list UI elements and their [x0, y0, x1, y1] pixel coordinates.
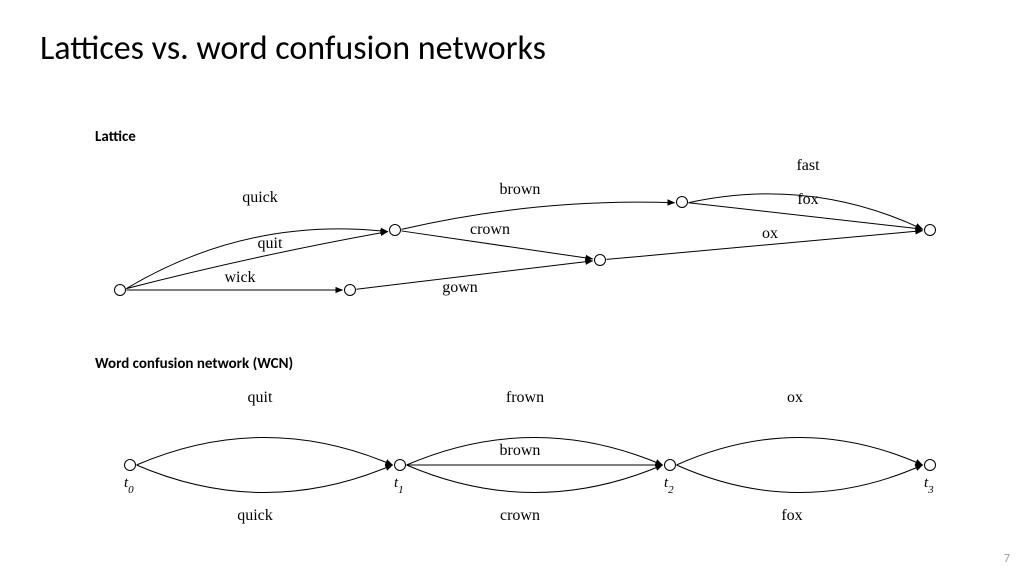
edge-label: brown	[500, 442, 541, 459]
edge-label: frown	[506, 389, 544, 406]
node-label: t1	[394, 475, 404, 496]
edge-label: gown	[442, 279, 478, 296]
edge-label: crown	[470, 221, 510, 238]
edge	[401, 202, 674, 229]
edge	[137, 438, 393, 466]
lattice-subtitle: Lattice	[95, 128, 136, 146]
slide-title: Lattices vs. word confusion networks	[40, 28, 546, 69]
graph-node	[925, 225, 936, 236]
edge-label: fox	[797, 191, 818, 208]
node-label: t0	[124, 475, 134, 496]
edge-label: quick	[237, 507, 273, 524]
edge-label: crown	[500, 507, 540, 524]
edge-label: quick	[242, 189, 278, 206]
edge-label: wick	[224, 269, 255, 286]
page-number: 7	[1004, 552, 1010, 566]
node-label: t2	[664, 475, 674, 496]
edge	[407, 465, 663, 493]
edge	[677, 465, 923, 493]
graph-node	[665, 460, 676, 471]
edge-label: quit	[258, 235, 283, 252]
node-label: t3	[924, 475, 934, 496]
graph-node	[125, 460, 136, 471]
edge-label: quit	[248, 389, 273, 406]
graph-node	[395, 460, 406, 471]
edge-label: fox	[781, 507, 802, 524]
graph-node	[925, 460, 936, 471]
graph-node	[595, 255, 606, 266]
wcn-subtitle: Word confusion network (WCN)	[95, 355, 293, 373]
edge-label: fast	[796, 157, 820, 174]
edge-label: brown	[500, 181, 541, 198]
graph-node	[345, 285, 356, 296]
edge	[137, 465, 393, 493]
edge-label: ox	[762, 225, 778, 242]
wcn-diagram: quit quick frown brown crown ox fox t0 t1 t2 t3	[90, 380, 960, 550]
lattice-diagram: quick quitwick brown crown gown fast fox ox	[90, 150, 960, 320]
edge	[677, 438, 923, 466]
edge-label: ox	[787, 389, 803, 406]
graph-node	[677, 197, 688, 208]
graph-node	[390, 225, 401, 236]
graph-node	[115, 285, 126, 296]
